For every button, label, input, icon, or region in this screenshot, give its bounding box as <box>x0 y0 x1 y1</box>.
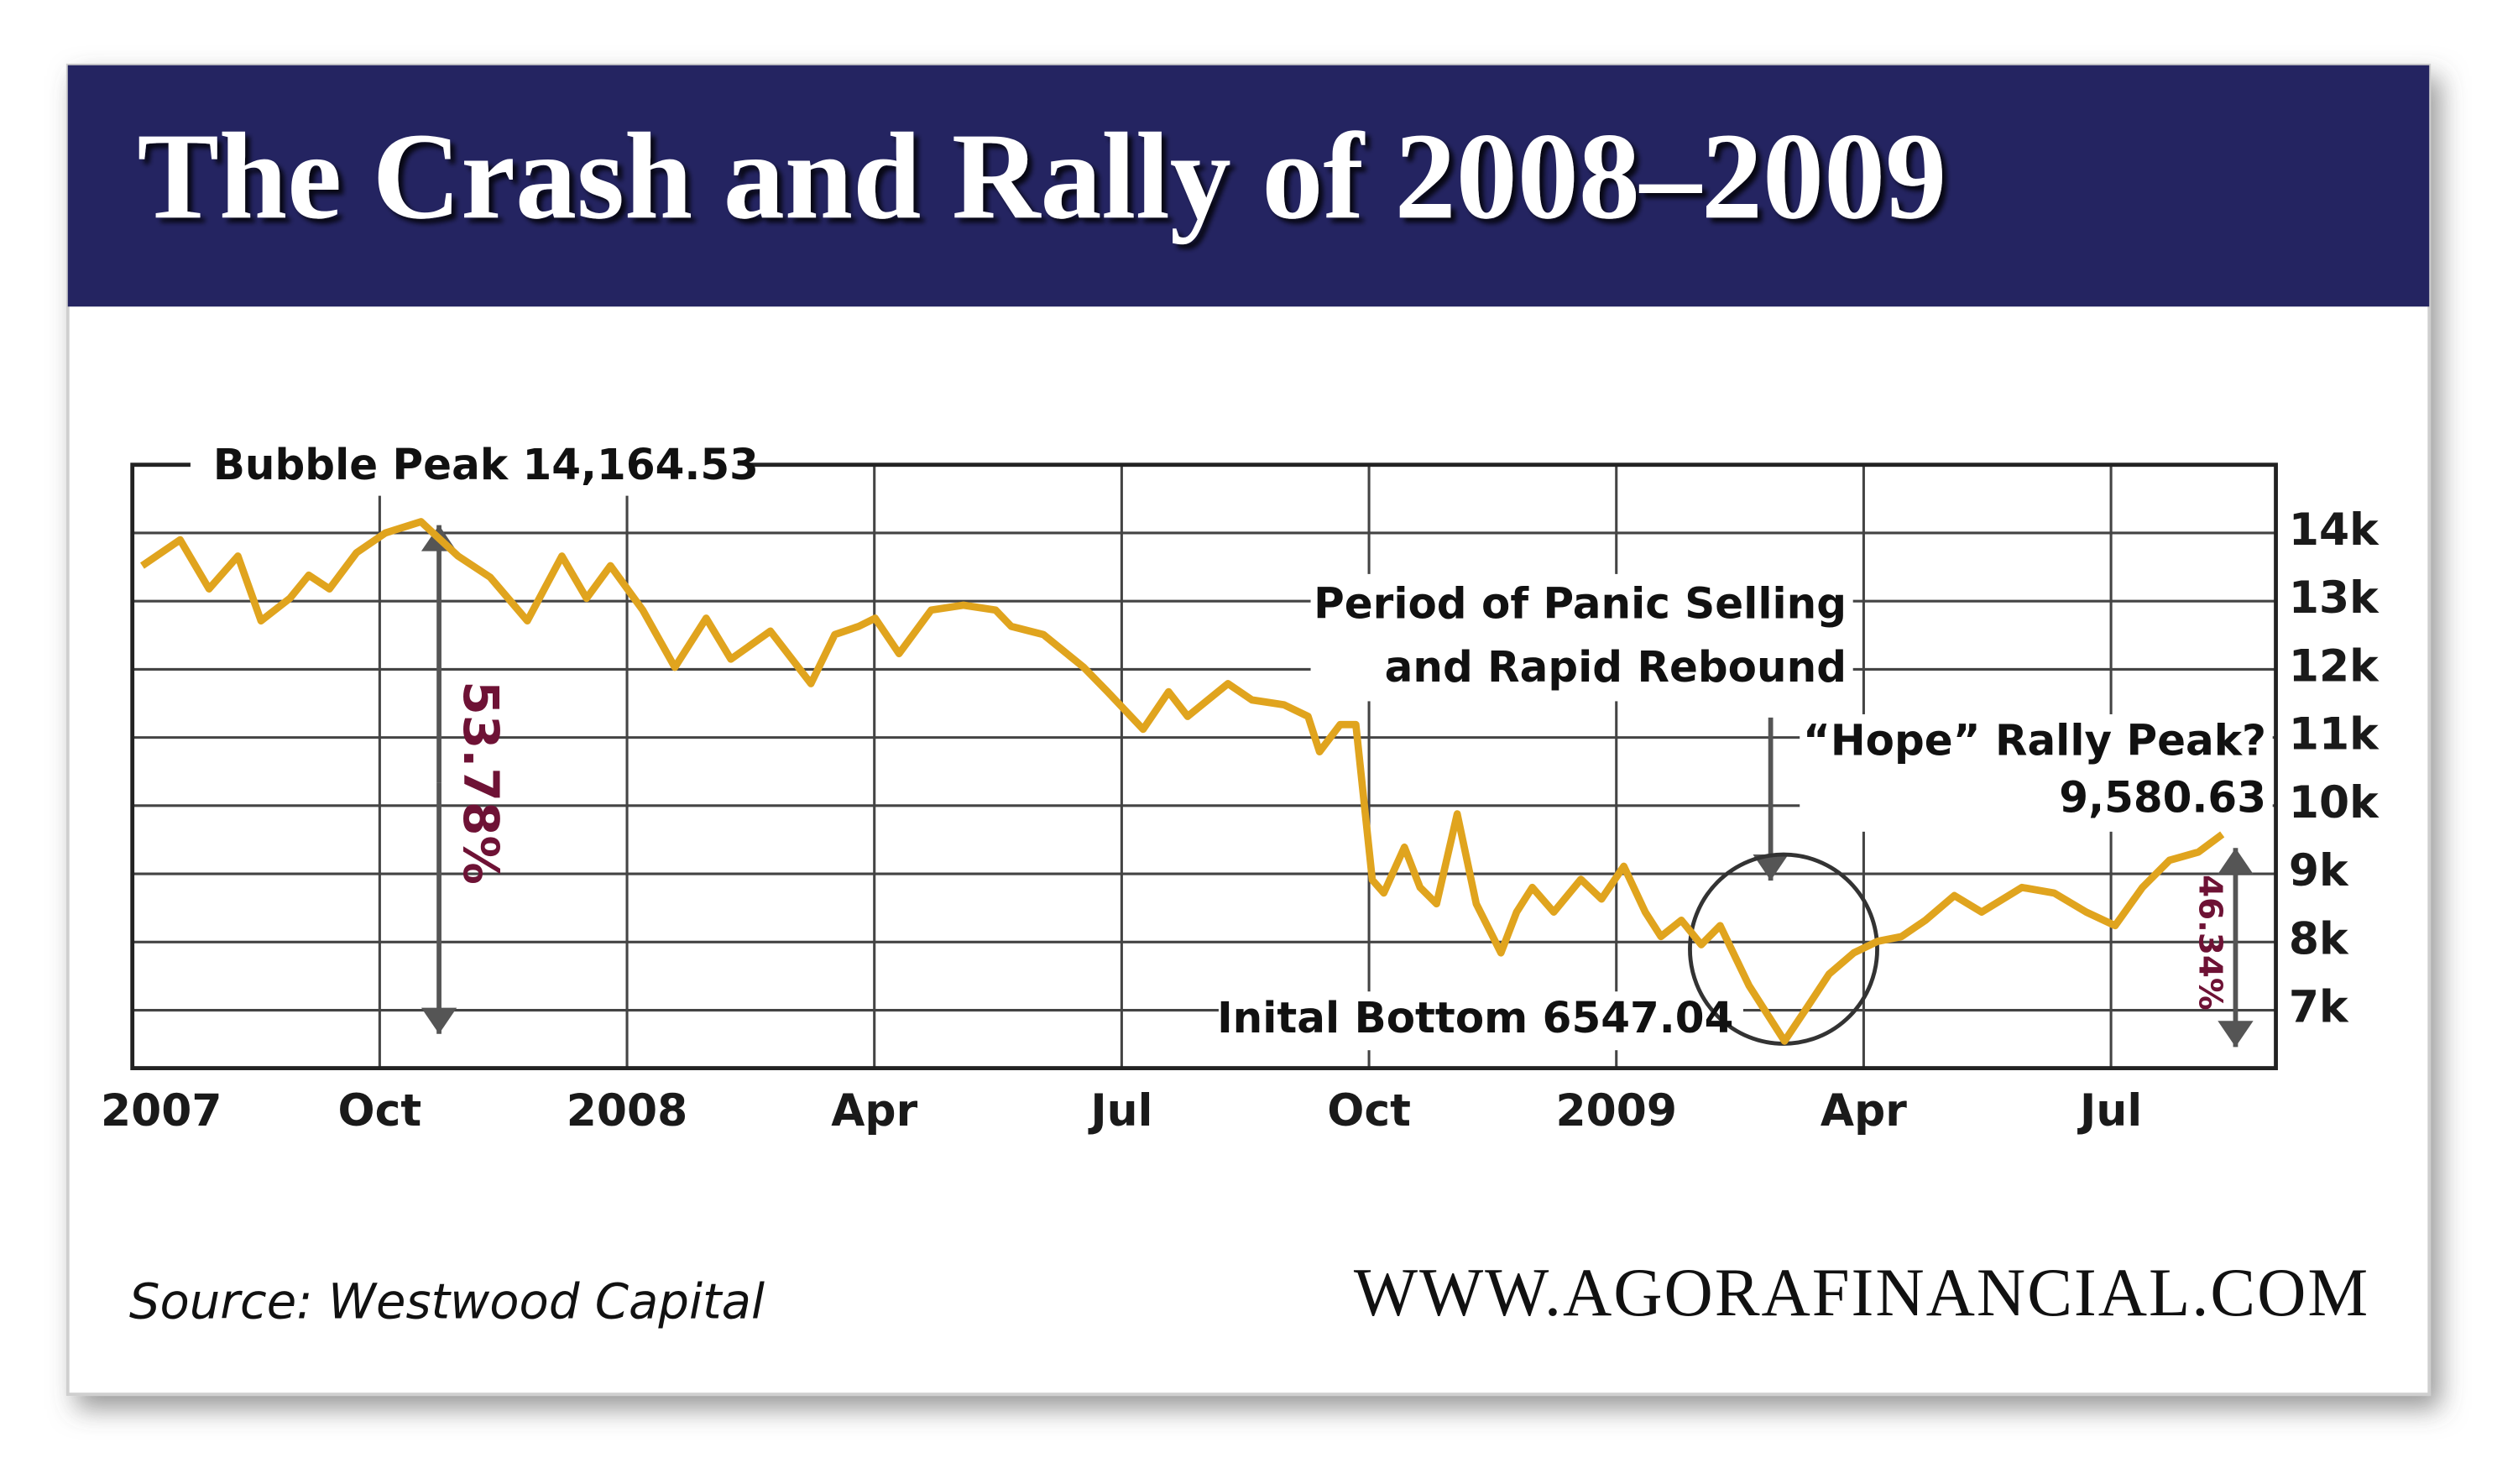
y-tick-label: 7k <box>2289 982 2349 1032</box>
website: WWW.AGORAFINANCIAL.COM <box>1354 1255 2369 1330</box>
arrow-head <box>2218 848 2254 875</box>
plot-border <box>130 462 2278 1070</box>
x-tick-label: 2007 <box>101 1086 222 1137</box>
x-tick-label: Apr <box>1821 1086 1907 1137</box>
x-tick-label: Oct <box>337 1086 421 1137</box>
arrow-head <box>421 1007 457 1034</box>
annotation: “Hope” Rally Peak? <box>1803 715 2266 765</box>
label-background <box>1800 713 2273 832</box>
annotation: 9,580.63 <box>2059 772 2266 822</box>
title-band <box>67 65 2430 307</box>
chart-title: The Crash and Rally of 2008–2009 <box>137 107 1946 245</box>
x-tick-label: Apr <box>831 1086 917 1137</box>
label-background <box>190 436 748 496</box>
label-background <box>1218 991 1743 1051</box>
x-tick-label: Jul <box>1088 1086 1152 1137</box>
y-tick-label: 13k <box>2289 573 2380 624</box>
annotation: Period of Panic Selling <box>1314 578 1847 628</box>
label-background <box>1310 573 1853 702</box>
arrow-head <box>2218 1021 2254 1048</box>
y-tick-label: 12k <box>2289 641 2380 692</box>
x-tick-label: Jul <box>2077 1086 2142 1137</box>
y-tick-label: 8k <box>2289 914 2349 964</box>
x-tick-label: Oct <box>1327 1086 1411 1137</box>
annotation: Inital Bottom 6547.04 <box>1217 993 1733 1042</box>
annotation: 46.34% <box>2191 875 2228 1011</box>
data-line <box>139 518 2225 1045</box>
plot-area: 7k 8k 9k 10k 11k 12k 13k 14k 2007 Oct 2008 Apr Jul Oc… <box>101 436 2380 1137</box>
annotation: 53.78% <box>452 681 509 885</box>
x-tick-label: 2009 <box>1555 1086 1677 1137</box>
y-tick-label: 9k <box>2289 846 2349 896</box>
y-tick-label: 10k <box>2289 778 2380 828</box>
x-tick-label: 2008 <box>567 1086 688 1137</box>
annotation: Bubble Peak 14,164.53 <box>213 440 759 489</box>
y-tick-label: 11k <box>2289 709 2380 760</box>
arrow-head <box>1753 854 1789 881</box>
annotation: and Rapid Rebound <box>1385 642 1847 692</box>
y-tick-label: 14k <box>2289 505 2380 556</box>
source: Source: Westwood Capital <box>129 1272 765 1330</box>
